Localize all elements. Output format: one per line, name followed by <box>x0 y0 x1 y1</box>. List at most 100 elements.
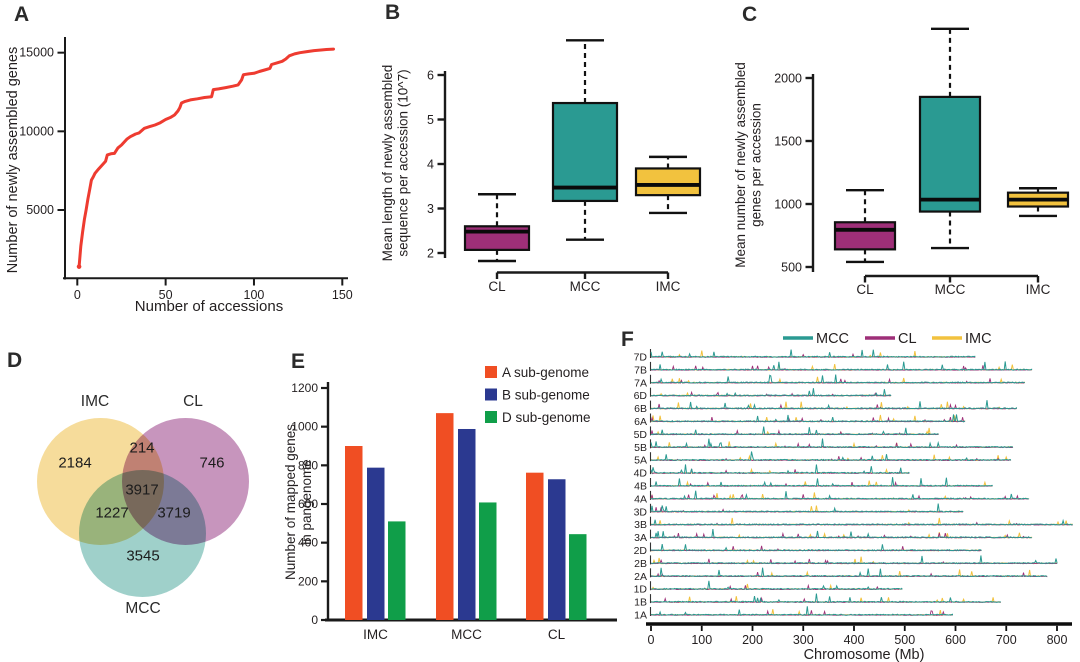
svg-text:400: 400 <box>844 633 865 647</box>
venn-label-mcc: MCC <box>125 600 161 617</box>
svg-text:200: 200 <box>298 574 318 588</box>
panel-c: C 500 1000 1500 2000 Mean number of newly as… <box>730 0 1080 330</box>
panel-c-ylabel: Mean number of newly assembled genes per … <box>733 62 764 268</box>
svg-text:1000: 1000 <box>291 420 318 434</box>
svg-text:Chromosome (Mb): Chromosome (Mb) <box>804 647 925 662</box>
svg-text:500: 500 <box>894 633 915 647</box>
track-4b: 4B <box>634 477 993 493</box>
svg-text:5B: 5B <box>634 442 647 454</box>
svg-text:600: 600 <box>945 633 966 647</box>
svg-text:800: 800 <box>298 458 318 472</box>
panel-c-letter: C <box>742 3 758 26</box>
svg-text:MCC: MCC <box>816 331 849 347</box>
track-2a: 2A <box>634 567 1048 583</box>
venn-circle-mcc <box>79 470 206 597</box>
panel-c-category-axis: CL MCC IMC <box>856 274 1051 297</box>
svg-text:3: 3 <box>427 202 434 216</box>
svg-text:in pangenome: in pangenome <box>299 459 314 545</box>
svg-text:sequence per accession (10^7): sequence per accession (10^7) <box>396 69 411 256</box>
panel-e-letter: E <box>291 350 306 373</box>
svg-text:6A: 6A <box>634 416 647 428</box>
track-5d: 5D <box>634 426 939 441</box>
venn-label-imc: IMC <box>80 393 110 410</box>
panel-a-letter: A <box>14 3 30 26</box>
svg-text:400: 400 <box>298 536 318 550</box>
venn-diagram <box>0 330 285 662</box>
venn-count-cl-mcc: 3719 <box>157 504 191 522</box>
svg-text:2A: 2A <box>634 571 647 583</box>
panel-d-letter: D <box>7 349 23 372</box>
panel-c-axis: 500 1000 1500 2000 <box>774 72 815 275</box>
svg-text:CL: CL <box>856 282 874 297</box>
svg-text:5000: 5000 <box>26 203 54 217</box>
svg-text:genes per accession: genes per accession <box>749 103 764 227</box>
svg-text:7B: 7B <box>634 364 647 376</box>
boxplot-imc <box>634 155 702 215</box>
panel-b-ylabel: Mean length of newly assembled sequence p… <box>380 65 411 262</box>
svg-text:150: 150 <box>332 288 353 302</box>
svg-text:200: 200 <box>742 633 763 647</box>
venn-count-imc-only: 2184 <box>58 454 92 472</box>
svg-text:2B: 2B <box>634 558 647 570</box>
svg-text:1A: 1A <box>634 610 647 622</box>
venn-count-center: 3917 <box>125 481 159 499</box>
track-5a: 5A <box>634 451 1012 467</box>
track-1a: 1A <box>634 606 953 622</box>
svg-text:600: 600 <box>298 497 318 511</box>
venn-count-mcc-only: 3545 <box>126 547 160 565</box>
boxplot-imc <box>1006 187 1070 218</box>
boxplot-mcc <box>918 27 982 250</box>
panel-a-curve <box>76 47 335 269</box>
track-3d: 3D <box>634 503 964 518</box>
bar-imc-d <box>388 521 406 620</box>
venn-count-imc-cl: 214 <box>129 439 155 457</box>
track-6a: 6A <box>634 413 966 428</box>
svg-text:MCC: MCC <box>451 627 482 642</box>
track-3a: 3A <box>634 528 1033 544</box>
svg-text:1B: 1B <box>634 597 647 609</box>
svg-text:100: 100 <box>691 633 712 647</box>
svg-text:7D: 7D <box>634 352 648 364</box>
panel-f-axis: 0 100 200 300 400 500 600 700 800 Chromosome (Mb) <box>646 622 1072 662</box>
track-7b: 7B <box>634 361 1033 376</box>
svg-text:IMC: IMC <box>1026 282 1051 297</box>
venn-count-cl-only: 746 <box>199 454 225 472</box>
svg-text:4A: 4A <box>634 493 647 505</box>
svg-text:1000: 1000 <box>774 198 802 212</box>
svg-text:CL: CL <box>548 627 566 642</box>
svg-text:1200: 1200 <box>291 381 318 395</box>
svg-text:3D: 3D <box>634 506 648 518</box>
svg-text:300: 300 <box>793 633 814 647</box>
svg-text:4D: 4D <box>634 468 648 480</box>
panel-a-plot: 5000 10000 15000 0 50 100 150 Number of accessi… <box>5 37 353 315</box>
venn-count-imc-mcc: 1227 <box>95 504 129 522</box>
panel-b-category-axis: CL MCC IMC <box>488 271 681 294</box>
venn-label-cl: CL <box>183 393 203 410</box>
svg-text:MCC: MCC <box>570 279 601 294</box>
svg-text:Number of accessions: Number of accessions <box>135 298 283 315</box>
track-4a: 4A <box>634 490 1030 505</box>
svg-text:15000: 15000 <box>19 46 54 60</box>
svg-text:2D: 2D <box>634 545 648 557</box>
svg-text:5D: 5D <box>634 429 648 441</box>
svg-text:D sub-genome: D sub-genome <box>502 410 591 425</box>
svg-text:6: 6 <box>427 69 434 83</box>
svg-text:Mean number of newly assemble: Mean number of newly assembled <box>733 62 748 268</box>
svg-text:5: 5 <box>427 113 434 127</box>
svg-text:Mean length of newly assemble: Mean length of newly assembled <box>380 65 395 262</box>
track-5b: 5B <box>634 438 1014 454</box>
panel-f: F MCC CL IMC 7D 7B 7A 6D 6B 6A 5D 5B 5A 4D 4B 4A 3D 3B 3A… <box>620 325 1080 662</box>
svg-text:Number of mapped genes: Number of mapped genes <box>285 424 298 580</box>
panel-e: E 0 200 400 600 800 1000 1200 Number of mapped … <box>283 330 620 662</box>
svg-text:1500: 1500 <box>774 135 802 149</box>
track-7a: 7A <box>634 374 1025 389</box>
svg-text:Number of newly assembled gene: Number of newly assembled genes <box>5 47 21 273</box>
svg-text:MCC: MCC <box>935 282 966 297</box>
svg-text:10000: 10000 <box>19 124 54 138</box>
panel-f-letter: F <box>621 328 634 351</box>
panel-a: A 5000 10000 15000 0 50 100 150 Number of acces… <box>0 0 380 330</box>
track-1b: 1B <box>634 593 1002 609</box>
svg-text:B sub-genome: B sub-genome <box>502 388 590 403</box>
